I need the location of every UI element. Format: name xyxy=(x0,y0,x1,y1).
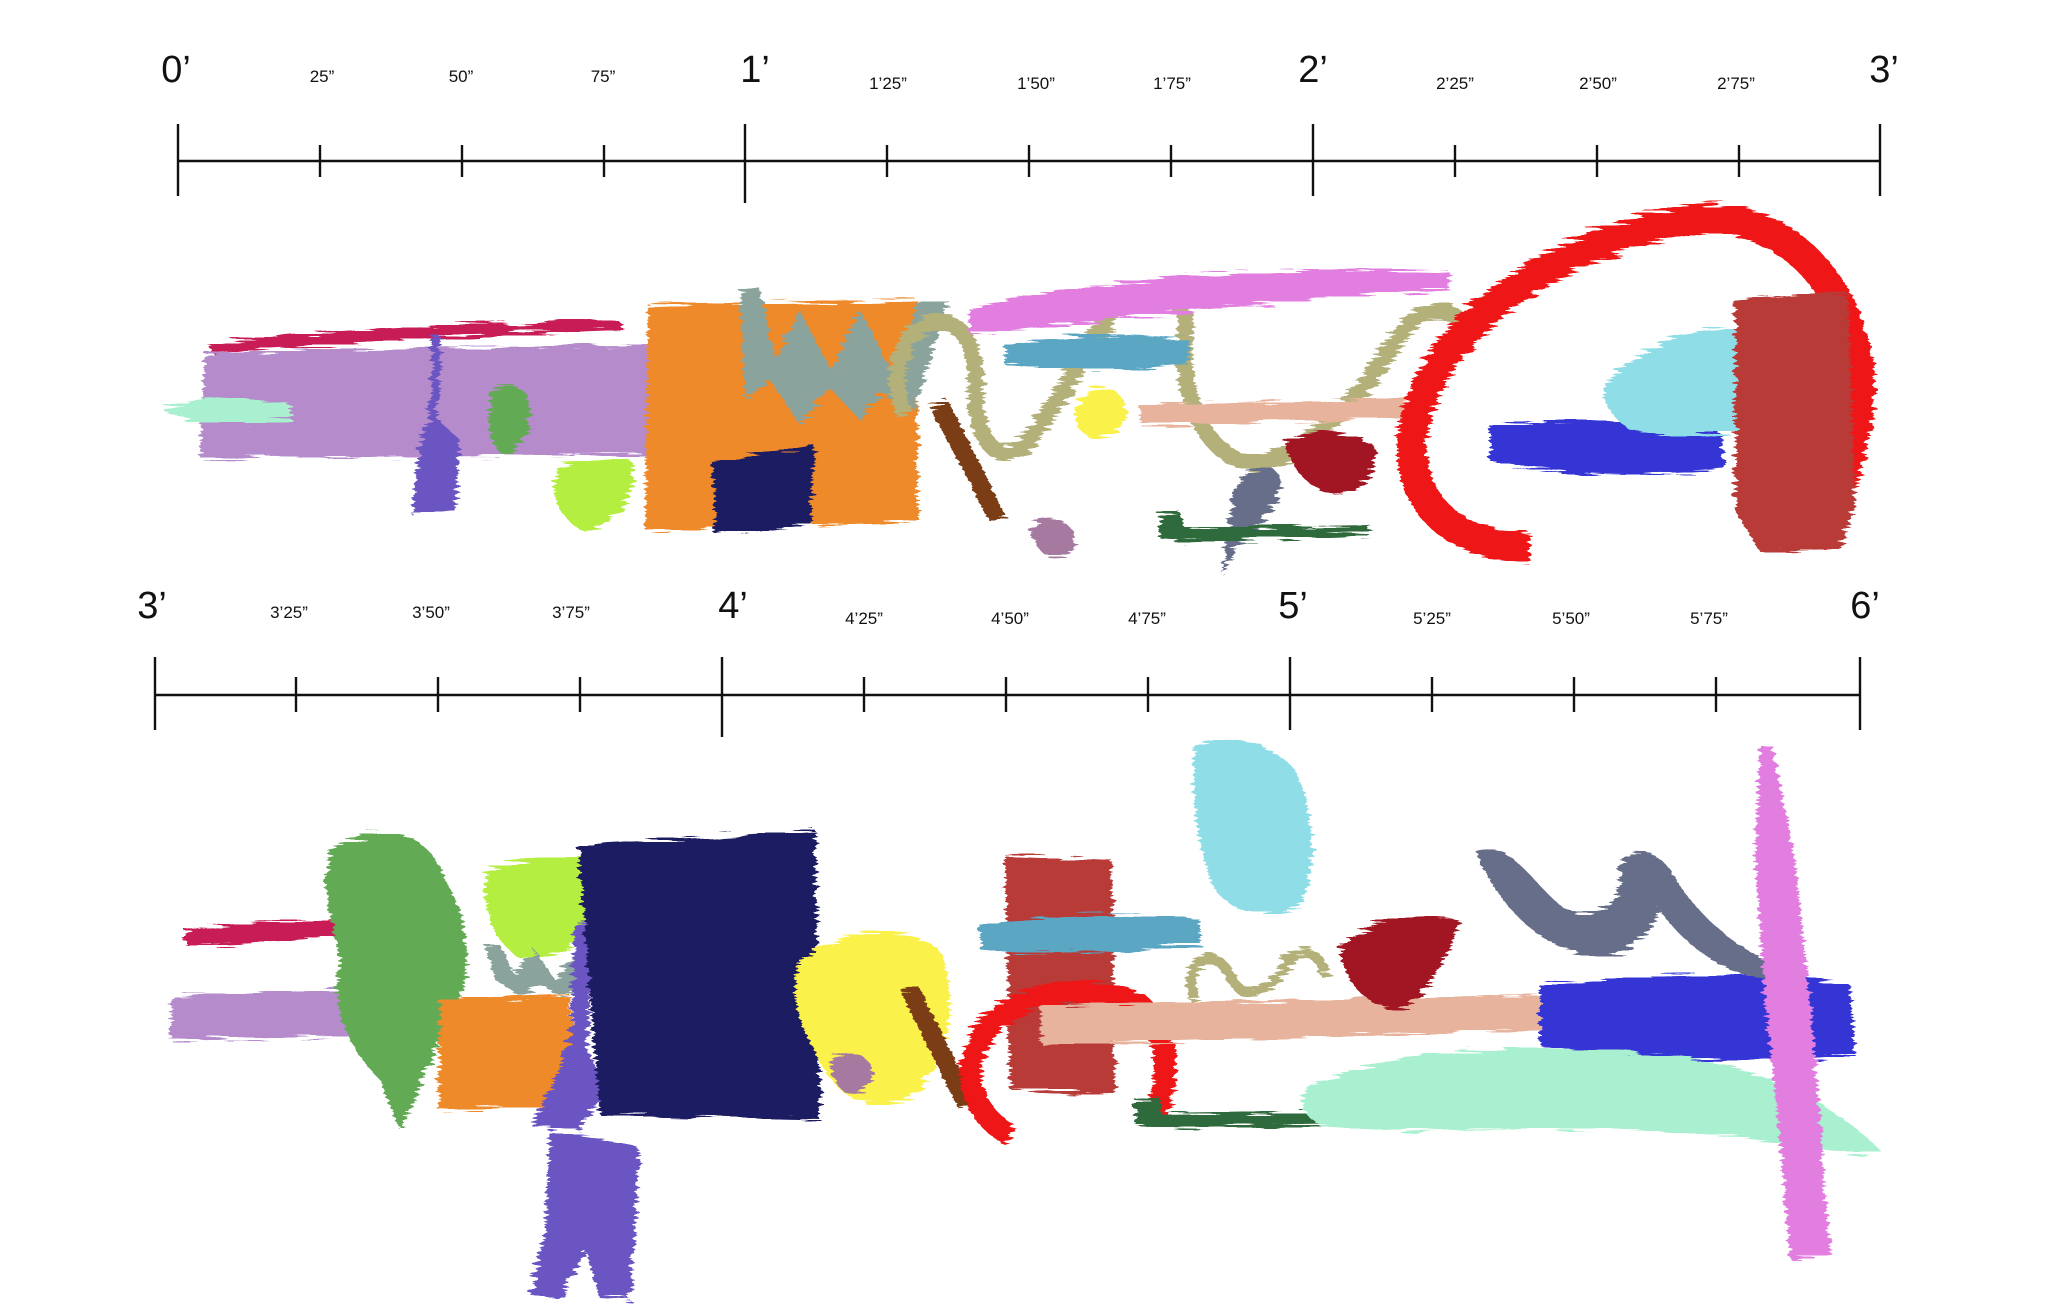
zigzag-greygreen xyxy=(485,945,590,995)
block-orange xyxy=(438,995,572,1110)
swirl-slate xyxy=(1475,848,1790,985)
stroke-darkgreen xyxy=(1160,512,1370,542)
stroke-magenta-vertical xyxy=(1755,745,1830,1260)
ruler-top-minor-label: 2’50” xyxy=(1579,74,1617,93)
stroke-peach xyxy=(1140,398,1422,425)
stroke-lavender xyxy=(170,990,372,1040)
arc-red xyxy=(1396,203,1875,563)
ruler-bottom-minor-label: 3’25” xyxy=(270,603,308,622)
ruler-top-axis xyxy=(176,124,1882,203)
ruler-bottom-major-label: 5’ xyxy=(1278,585,1308,627)
ruler-bottom: 3’ 4’ 5’ 6’ 3’25” 3’50” 3’75” 4’25” 4’50… xyxy=(137,585,1880,737)
ruler-bottom-axis xyxy=(153,657,1862,737)
stroke-mint xyxy=(165,398,290,424)
splash-sky xyxy=(1193,740,1312,914)
ruler-top-minor-label: 50” xyxy=(449,67,474,86)
loop-khaki xyxy=(1186,947,1330,1002)
dot-mauve xyxy=(1032,518,1076,558)
arc-red xyxy=(960,980,1176,1145)
splash-darkred xyxy=(1285,433,1376,495)
ruler-bottom-minor-label: 3’75” xyxy=(552,603,590,622)
swirl-slate xyxy=(1222,467,1281,575)
ruler-bottom-minor-label: 3’50” xyxy=(412,603,450,622)
ruler-top-minor-label: 1’75” xyxy=(1153,74,1191,93)
composition-bottom xyxy=(170,740,1880,1300)
splash-lime xyxy=(554,459,634,532)
block-brick xyxy=(1735,292,1855,552)
stroke-crimson xyxy=(185,920,360,945)
ruler-bottom-minor-label: 4’25” xyxy=(845,609,883,628)
ruler-bottom-minor-label: 5’75” xyxy=(1690,609,1728,628)
ruler-top-minor-label: 25” xyxy=(310,67,335,86)
ruler-top-major-label: 2’ xyxy=(1298,49,1328,91)
drip-violet xyxy=(530,1130,640,1300)
stroke-brown xyxy=(900,985,975,1108)
splash-yellow xyxy=(1075,387,1126,439)
stroke-mint xyxy=(1302,1048,1880,1155)
ruler-top-minor-label: 1’25” xyxy=(869,74,907,93)
ruler-bottom-major-label: 3’ xyxy=(137,585,167,627)
ruler-bottom-minor-label: 4’50” xyxy=(991,609,1029,628)
ruler-bottom-major-label: 6’ xyxy=(1850,585,1880,627)
marks-navy xyxy=(712,445,815,535)
stroke-magenta xyxy=(968,270,1450,335)
stroke-darkgreen xyxy=(1135,1098,1330,1128)
ruler-top-major-label: 3’ xyxy=(1869,49,1899,91)
ruler-top-minor-label: 75” xyxy=(591,67,616,86)
ruler-top-major-label: 0’ xyxy=(161,49,191,91)
block-brick xyxy=(1005,855,1115,1095)
ruler-top: 0’ 1’ 2’ 3’ 25” 50” 75” 1’25” 1’50” 1’75… xyxy=(161,49,1899,203)
ruler-top-minor-label: 2’25” xyxy=(1436,74,1474,93)
ruler-bottom-major-label: 4’ xyxy=(718,585,748,627)
stroke-steelblue xyxy=(980,915,1200,953)
ruler-bottom-minor-label: 4’75” xyxy=(1128,609,1166,628)
ruler-top-major-label: 1’ xyxy=(740,49,770,91)
stroke-violet-drip xyxy=(412,335,460,515)
splash-green xyxy=(325,833,467,1130)
ruler-bottom-minor-label: 5’25” xyxy=(1413,609,1451,628)
stroke-brown xyxy=(930,400,1005,522)
stroke-peach xyxy=(1040,995,1552,1045)
ruler-top-minor-label: 1’50” xyxy=(1017,74,1055,93)
splash-green-small xyxy=(488,384,531,455)
composition-top xyxy=(165,203,1875,575)
stroke-violet xyxy=(530,920,605,1130)
ruler-top-minor-label: 2’75” xyxy=(1717,74,1755,93)
stroke-lavender-band xyxy=(200,345,650,458)
stroke-steelblue xyxy=(1005,335,1190,370)
ruler-bottom-minor-label: 5’50” xyxy=(1552,609,1590,628)
stroke-crimson xyxy=(208,320,620,352)
block-navy xyxy=(578,830,820,1120)
splash-darkred xyxy=(1340,916,1460,1010)
dot-mauve xyxy=(831,1052,873,1094)
